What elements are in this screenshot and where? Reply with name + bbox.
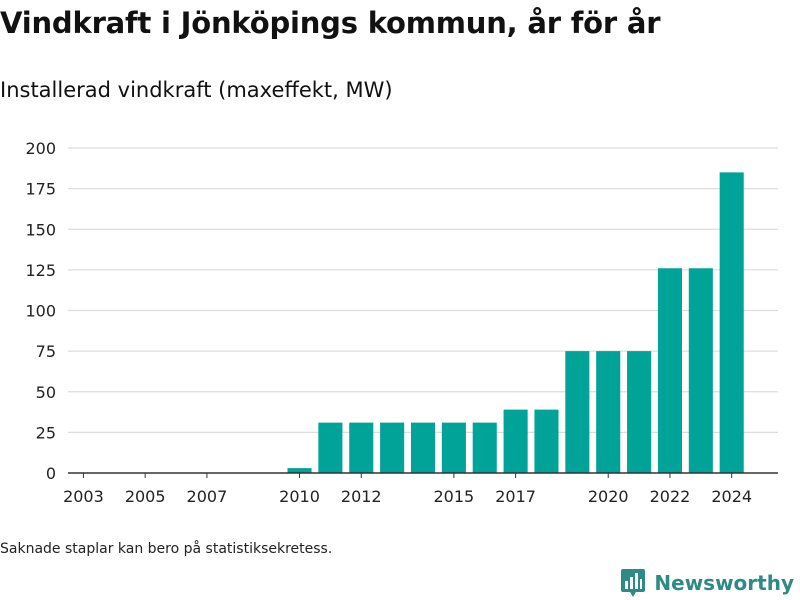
x-tick-label: 2020: [588, 487, 629, 506]
x-tick-label: 2003: [63, 487, 104, 506]
bar-2014: [410, 422, 436, 473]
bar-2022: [657, 268, 682, 473]
y-tick-label: 150: [25, 220, 56, 239]
bar-2018: [534, 409, 559, 473]
chart-title: Vindkraft i Jönköpings kommun, år för år: [0, 6, 661, 40]
y-tick-label: 100: [25, 302, 56, 321]
bar-chart-logo-icon: [621, 569, 646, 597]
bar-2011: [318, 422, 343, 473]
x-tick-label: 2017: [495, 487, 536, 506]
brand-logo: Newsworthy: [620, 568, 794, 598]
bar-2024: [719, 172, 744, 473]
y-tick-label: 50: [36, 383, 56, 402]
y-tick-label: 125: [25, 261, 56, 280]
bar-2020: [596, 351, 621, 473]
y-tick-label: 25: [36, 423, 56, 442]
chart-subtitle: Installerad vindkraft (maxeffekt, MW): [0, 78, 393, 102]
footnote: Saknade staplar kan bero på statistiksek…: [0, 541, 333, 557]
brand-name: Newsworthy: [654, 571, 794, 595]
axes: 0 25 50 75 100 125 150 175 200 2003 2005 2007 2010 20…: [25, 139, 778, 506]
x-tick-label: 2024: [711, 487, 752, 506]
y-tick-label: 175: [25, 180, 56, 199]
x-tick-label: 2015: [434, 487, 475, 506]
bar-2017: [503, 409, 528, 473]
y-tick-label: 200: [25, 139, 56, 158]
bar-2012: [349, 422, 374, 473]
x-tick-label: 2010: [279, 487, 320, 506]
bar-2010: [287, 468, 312, 473]
x-tick-label: 2012: [341, 487, 382, 506]
bar-2016: [472, 422, 497, 473]
bar-2021: [627, 351, 652, 473]
x-tick-label: 2007: [187, 487, 228, 506]
bar-2013: [380, 422, 405, 473]
bar-chart: 0 25 50 75 100 125 150 175 200 2003 2005 2007 2010 20…: [25, 139, 778, 506]
bar-2015: [441, 422, 466, 473]
grid-lines: [68, 147, 778, 433]
bar-2023: [688, 268, 713, 473]
bar-2019: [565, 351, 590, 473]
y-tick-label: 75: [36, 342, 56, 361]
bars: [287, 172, 744, 473]
x-tick-label: 2005: [125, 487, 166, 506]
y-tick-label: 0: [46, 464, 56, 483]
x-tick-label: 2022: [650, 487, 691, 506]
